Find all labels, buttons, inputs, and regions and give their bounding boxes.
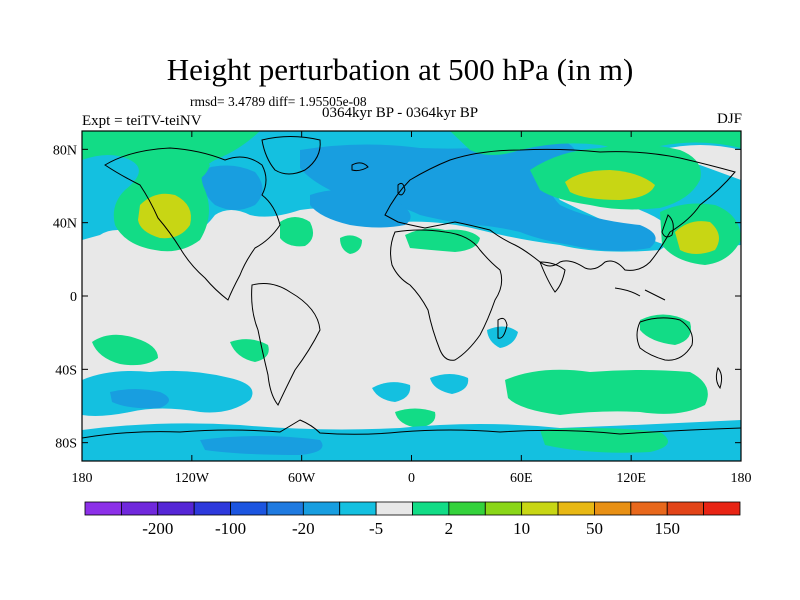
x-tick-label: 180 [72,471,93,486]
coastline-madagascar [497,317,508,339]
colorbar-label: 2 [445,519,454,538]
coastline-uk [397,182,406,196]
contour-australia-green [640,314,691,345]
colorbar-label: 50 [586,519,603,538]
contour-nepacific-green [82,131,260,252]
colorbar-swatch-13 [557,501,595,516]
colorbar [84,501,741,516]
contour-midatl-green [340,235,362,254]
map-title: Height perturbation at 500 hPa (in m) [166,52,634,87]
contour-south-atlantic-blue [372,382,411,402]
contour-southern-ocean-blue-dark [110,389,169,409]
contour-siberia-yellowgreen [565,170,655,200]
contour-arctic-green [450,131,741,155]
x-tick-label: 60W [288,471,316,486]
colorbar-swatch-11 [484,501,523,516]
contour-nepacific-yellowgreen [138,193,191,239]
coastline-japan [661,214,674,238]
contour-atlantic-green [280,217,314,247]
colorbar-swatch-14 [594,501,632,516]
y-tick-label: 80N [53,143,77,158]
colorbar-label: -200 [142,519,173,538]
contour-nafrica-green [405,228,480,252]
coastline-north-america [104,147,281,301]
contour-south-atlantic-green [395,408,436,428]
stats-line: rmsd= 3.4789 diff= 1.95505e-08 [190,94,367,109]
colorbar-swatch-1 [120,501,159,516]
coastline-eurasia [384,148,736,271]
colorbar-swatch-6 [302,501,341,516]
y-tick-label: 80S [55,437,77,452]
coastline-iceland [351,162,369,172]
x-tick-label: 180 [731,471,752,486]
colorbar-swatch-15 [630,501,668,516]
colorbar-swatch-5 [266,501,304,516]
coastline-antarctica [82,419,741,439]
contour-atlantic-blue [310,190,411,228]
contour-spacific-green2 [230,339,269,362]
contour-na-blue [200,165,263,210]
experiment-line: Expt = teiTV-teiNV [82,113,202,129]
contour-canada-green [181,158,210,182]
x-tick-label: 120E [616,471,646,486]
colorbar-swatch-12 [521,501,559,516]
colorbar-swatch-0 [84,501,122,516]
coastline-india [539,261,566,293]
contour-south-atlantic-blue2 [430,374,469,394]
contour-nwpacific-yellowgreen [675,221,719,254]
contour-antarctic-green [540,427,668,453]
x-tick-label: 0 [408,471,415,486]
colorbar-swatch-9 [412,501,450,516]
contour-field [82,131,741,461]
colorbar-swatch-16 [666,501,705,516]
colorbar-label: -100 [215,519,246,538]
axis-ticks [81,131,742,461]
contour-arctic-blue-dark [300,140,656,251]
period-line: 0364kyr BP - 0364kyr BP [322,105,479,121]
colorbar-swatch-7 [339,501,377,516]
contour-antarctic-blue-dark [200,436,323,455]
y-tick-label: 40S [55,363,77,378]
colorbar-swatch-4 [230,501,268,516]
y-tick-label: 0 [70,290,77,305]
contour-spacific-green [92,334,158,366]
colorbar-labels: -200 -100 -20 -5 2 10 50 150 [142,519,680,538]
y-tick-label: 40N [53,217,77,232]
y-axis-labels: 80N 40N 0 40S 80S [53,143,77,451]
coastline-new-zealand [715,367,723,390]
colorbar-swatch-2 [157,501,195,516]
colorbar-swatch-17 [703,501,741,516]
colorbar-swatch-3 [193,501,231,516]
coastline-maritime [614,287,666,301]
coastline-greenland [261,136,321,175]
contour-south-indian-green [505,369,708,415]
colorbar-label: 10 [513,519,530,538]
x-tick-label: 120W [175,471,210,486]
colorbar-label: -20 [292,519,315,538]
coastlines [82,136,741,439]
coastline-africa [390,229,503,361]
coastline-australia [636,317,693,361]
colorbar-swatch-8 [375,501,413,516]
colorbar-swatch-10 [448,501,486,516]
colorbar-label: -5 [369,519,383,538]
season-label: DJF [716,111,742,127]
x-tick-label: 60E [510,471,533,486]
colorbar-label: 150 [654,519,680,538]
coastline-south-america [251,283,321,406]
x-axis-labels: 180 120W 60W 0 60E 120E 180 [72,471,752,486]
